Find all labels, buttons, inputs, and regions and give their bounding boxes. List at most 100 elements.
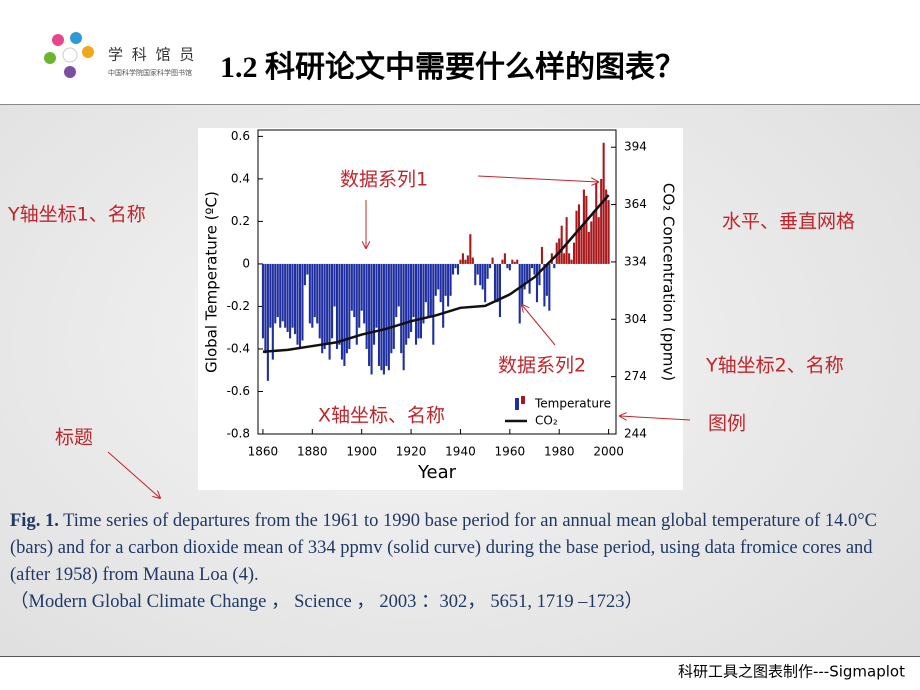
bar	[466, 255, 469, 264]
y-tick-label: -0.4	[227, 341, 250, 355]
bar	[424, 263, 427, 303]
x-tick-label: 1920	[396, 445, 427, 459]
bar	[400, 263, 403, 354]
bar	[605, 189, 608, 264]
bar	[350, 263, 353, 311]
bar	[582, 189, 585, 264]
bar	[323, 263, 326, 349]
bar	[293, 263, 297, 335]
bar	[340, 263, 343, 360]
bar	[432, 263, 435, 345]
bar	[397, 263, 400, 307]
bar	[607, 200, 610, 264]
y-tick-label: -0.2	[227, 299, 250, 313]
bar	[328, 263, 331, 360]
bar	[444, 263, 447, 296]
x-tick-label: 1900	[346, 445, 377, 459]
bar	[535, 263, 539, 303]
y2-tick-label: 244	[624, 427, 647, 441]
bar	[377, 263, 381, 366]
y-tick-label: -0.8	[227, 427, 250, 441]
bar	[516, 259, 519, 264]
bar	[553, 263, 556, 269]
bar	[459, 259, 462, 264]
bar	[595, 183, 598, 264]
bar	[476, 263, 479, 275]
bar	[518, 263, 521, 324]
bar	[402, 263, 405, 371]
bar	[370, 263, 373, 375]
bar	[585, 195, 588, 264]
bar	[479, 263, 482, 286]
bar	[427, 263, 430, 318]
bar	[281, 263, 284, 322]
bar	[565, 217, 568, 264]
bar	[474, 263, 477, 286]
bar	[572, 242, 576, 264]
bar	[395, 263, 398, 318]
x-tick-label: 1980	[544, 445, 575, 459]
bar	[410, 263, 413, 332]
bar	[419, 263, 423, 339]
bar	[489, 263, 492, 269]
bar	[543, 263, 546, 307]
annotation: 图例	[708, 413, 746, 435]
bar	[602, 142, 605, 264]
x-axis-title: Year	[417, 462, 457, 483]
bar	[523, 263, 526, 290]
legend-label: CO₂	[535, 414, 558, 428]
bar	[303, 263, 306, 286]
annotation: 数据系列2	[498, 355, 586, 377]
bar	[365, 263, 368, 349]
y2-axis-title: CO₂ Concentration (ppmv)	[660, 183, 678, 381]
bar	[360, 263, 363, 311]
bar	[318, 263, 321, 339]
x-tick-label: 1960	[495, 445, 526, 459]
bar	[405, 263, 408, 345]
legend-swatch	[521, 396, 525, 404]
bar	[590, 221, 593, 264]
bar	[563, 253, 566, 264]
bar	[454, 263, 457, 269]
bar	[461, 253, 464, 264]
y2-tick-label: 394	[624, 140, 647, 154]
bar	[506, 263, 509, 269]
bar	[580, 225, 583, 264]
bar	[390, 263, 393, 354]
bar	[284, 263, 287, 328]
bar	[437, 263, 440, 290]
logo-org: 中国科学院国家科学图书馆	[108, 68, 192, 77]
y-axis-title: Global Temperature (ºC)	[203, 191, 221, 373]
bar	[568, 253, 571, 264]
bar	[570, 259, 573, 264]
y-tick-label: 0.6	[231, 129, 250, 143]
bar	[286, 263, 289, 332]
bar	[387, 263, 390, 371]
annotations: 数据系列1 Y轴坐标1、名称 水平、垂直网格 数据系列2 Y轴坐标2、名称 X轴…	[7, 169, 855, 449]
bar	[533, 263, 536, 275]
bar	[451, 263, 455, 275]
bar	[266, 263, 269, 381]
bar	[498, 263, 502, 318]
bar	[326, 263, 329, 345]
bar	[449, 263, 452, 296]
bar	[291, 263, 294, 328]
bar	[434, 263, 437, 296]
logo-name: 学 科 馆 员	[108, 46, 196, 64]
bar	[526, 263, 529, 281]
bar	[417, 263, 420, 339]
bar	[493, 263, 497, 301]
bar	[407, 263, 410, 339]
bar	[491, 257, 494, 264]
bar	[439, 263, 442, 303]
bar	[289, 263, 292, 339]
bar	[486, 263, 489, 279]
y2-tick-label: 304	[624, 312, 647, 326]
bar	[358, 263, 361, 328]
legend-swatch	[515, 398, 519, 410]
x-tick-label: 2000	[593, 445, 624, 459]
bar	[577, 204, 581, 264]
bar	[308, 263, 311, 324]
footer-bar	[0, 656, 920, 690]
